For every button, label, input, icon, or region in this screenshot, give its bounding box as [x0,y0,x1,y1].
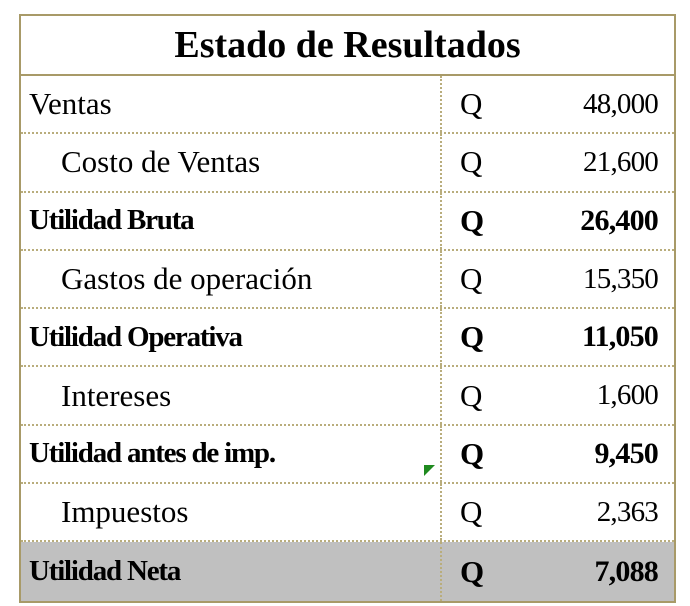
row-utilidad-operativa[interactable]: Utilidad Operativa Q 11,050 [21,309,674,368]
currency-symbol[interactable]: Q [460,494,483,530]
row-label[interactable]: Utilidad antes de imp. [21,425,442,483]
row-value[interactable]: 2,363 [596,495,659,528]
row-label[interactable]: Costo de Ventas [21,134,442,191]
row-value[interactable]: 7,088 [594,554,658,588]
currency-symbol[interactable]: Q [460,86,483,122]
row-value[interactable]: 48,000 [583,87,659,120]
currency-symbol[interactable]: Q [460,319,485,355]
row-label[interactable]: Utilidad Operativa [21,309,442,366]
row-label[interactable]: Impuestos [21,484,442,541]
cell-comment-indicator-icon[interactable] [424,465,435,476]
row-value[interactable]: 1,600 [596,379,659,412]
row-value[interactable]: 21,600 [583,145,659,178]
row-ventas[interactable]: Ventas Q 48,000 [21,76,674,135]
row-utilidad-neta[interactable]: Utilidad Neta Q 7,088 [21,542,674,601]
row-gastos-de-operacion[interactable]: Gastos de operación Q 15,350 [21,250,674,310]
table-title: Estado de Resultados [21,16,674,76]
currency-symbol[interactable]: Q [460,261,483,297]
row-value[interactable]: 9,450 [594,436,658,470]
row-label[interactable]: Intereses [21,367,442,424]
row-utilidad-antes-de-impuestos[interactable]: Utilidad antes de imp. Q 9,450 [21,425,674,485]
row-impuestos[interactable]: Impuestos Q 2,363 [21,484,674,543]
row-value[interactable]: 26,400 [580,203,659,237]
row-value[interactable]: 15,350 [583,262,659,295]
currency-symbol[interactable]: Q [460,144,483,180]
row-utilidad-bruta[interactable]: Utilidad Bruta Q 26,400 [21,192,674,251]
currency-symbol[interactable]: Q [460,553,485,589]
income-statement-table: Estado de Resultados Ventas Q 48,000 Cos… [19,14,676,603]
row-value[interactable]: 11,050 [581,320,659,354]
row-label[interactable]: Ventas [21,76,442,133]
currency-symbol[interactable]: Q [460,435,485,471]
row-label[interactable]: Utilidad Neta [21,542,442,601]
row-intereses[interactable]: Intereses Q 1,600 [21,367,674,426]
row-costo-de-ventas[interactable]: Costo de Ventas Q 21,600 [21,134,674,193]
row-label[interactable]: Gastos de operación [21,250,442,308]
currency-symbol[interactable]: Q [460,202,485,238]
currency-symbol[interactable]: Q [460,377,483,413]
row-label[interactable]: Utilidad Bruta [21,192,442,249]
